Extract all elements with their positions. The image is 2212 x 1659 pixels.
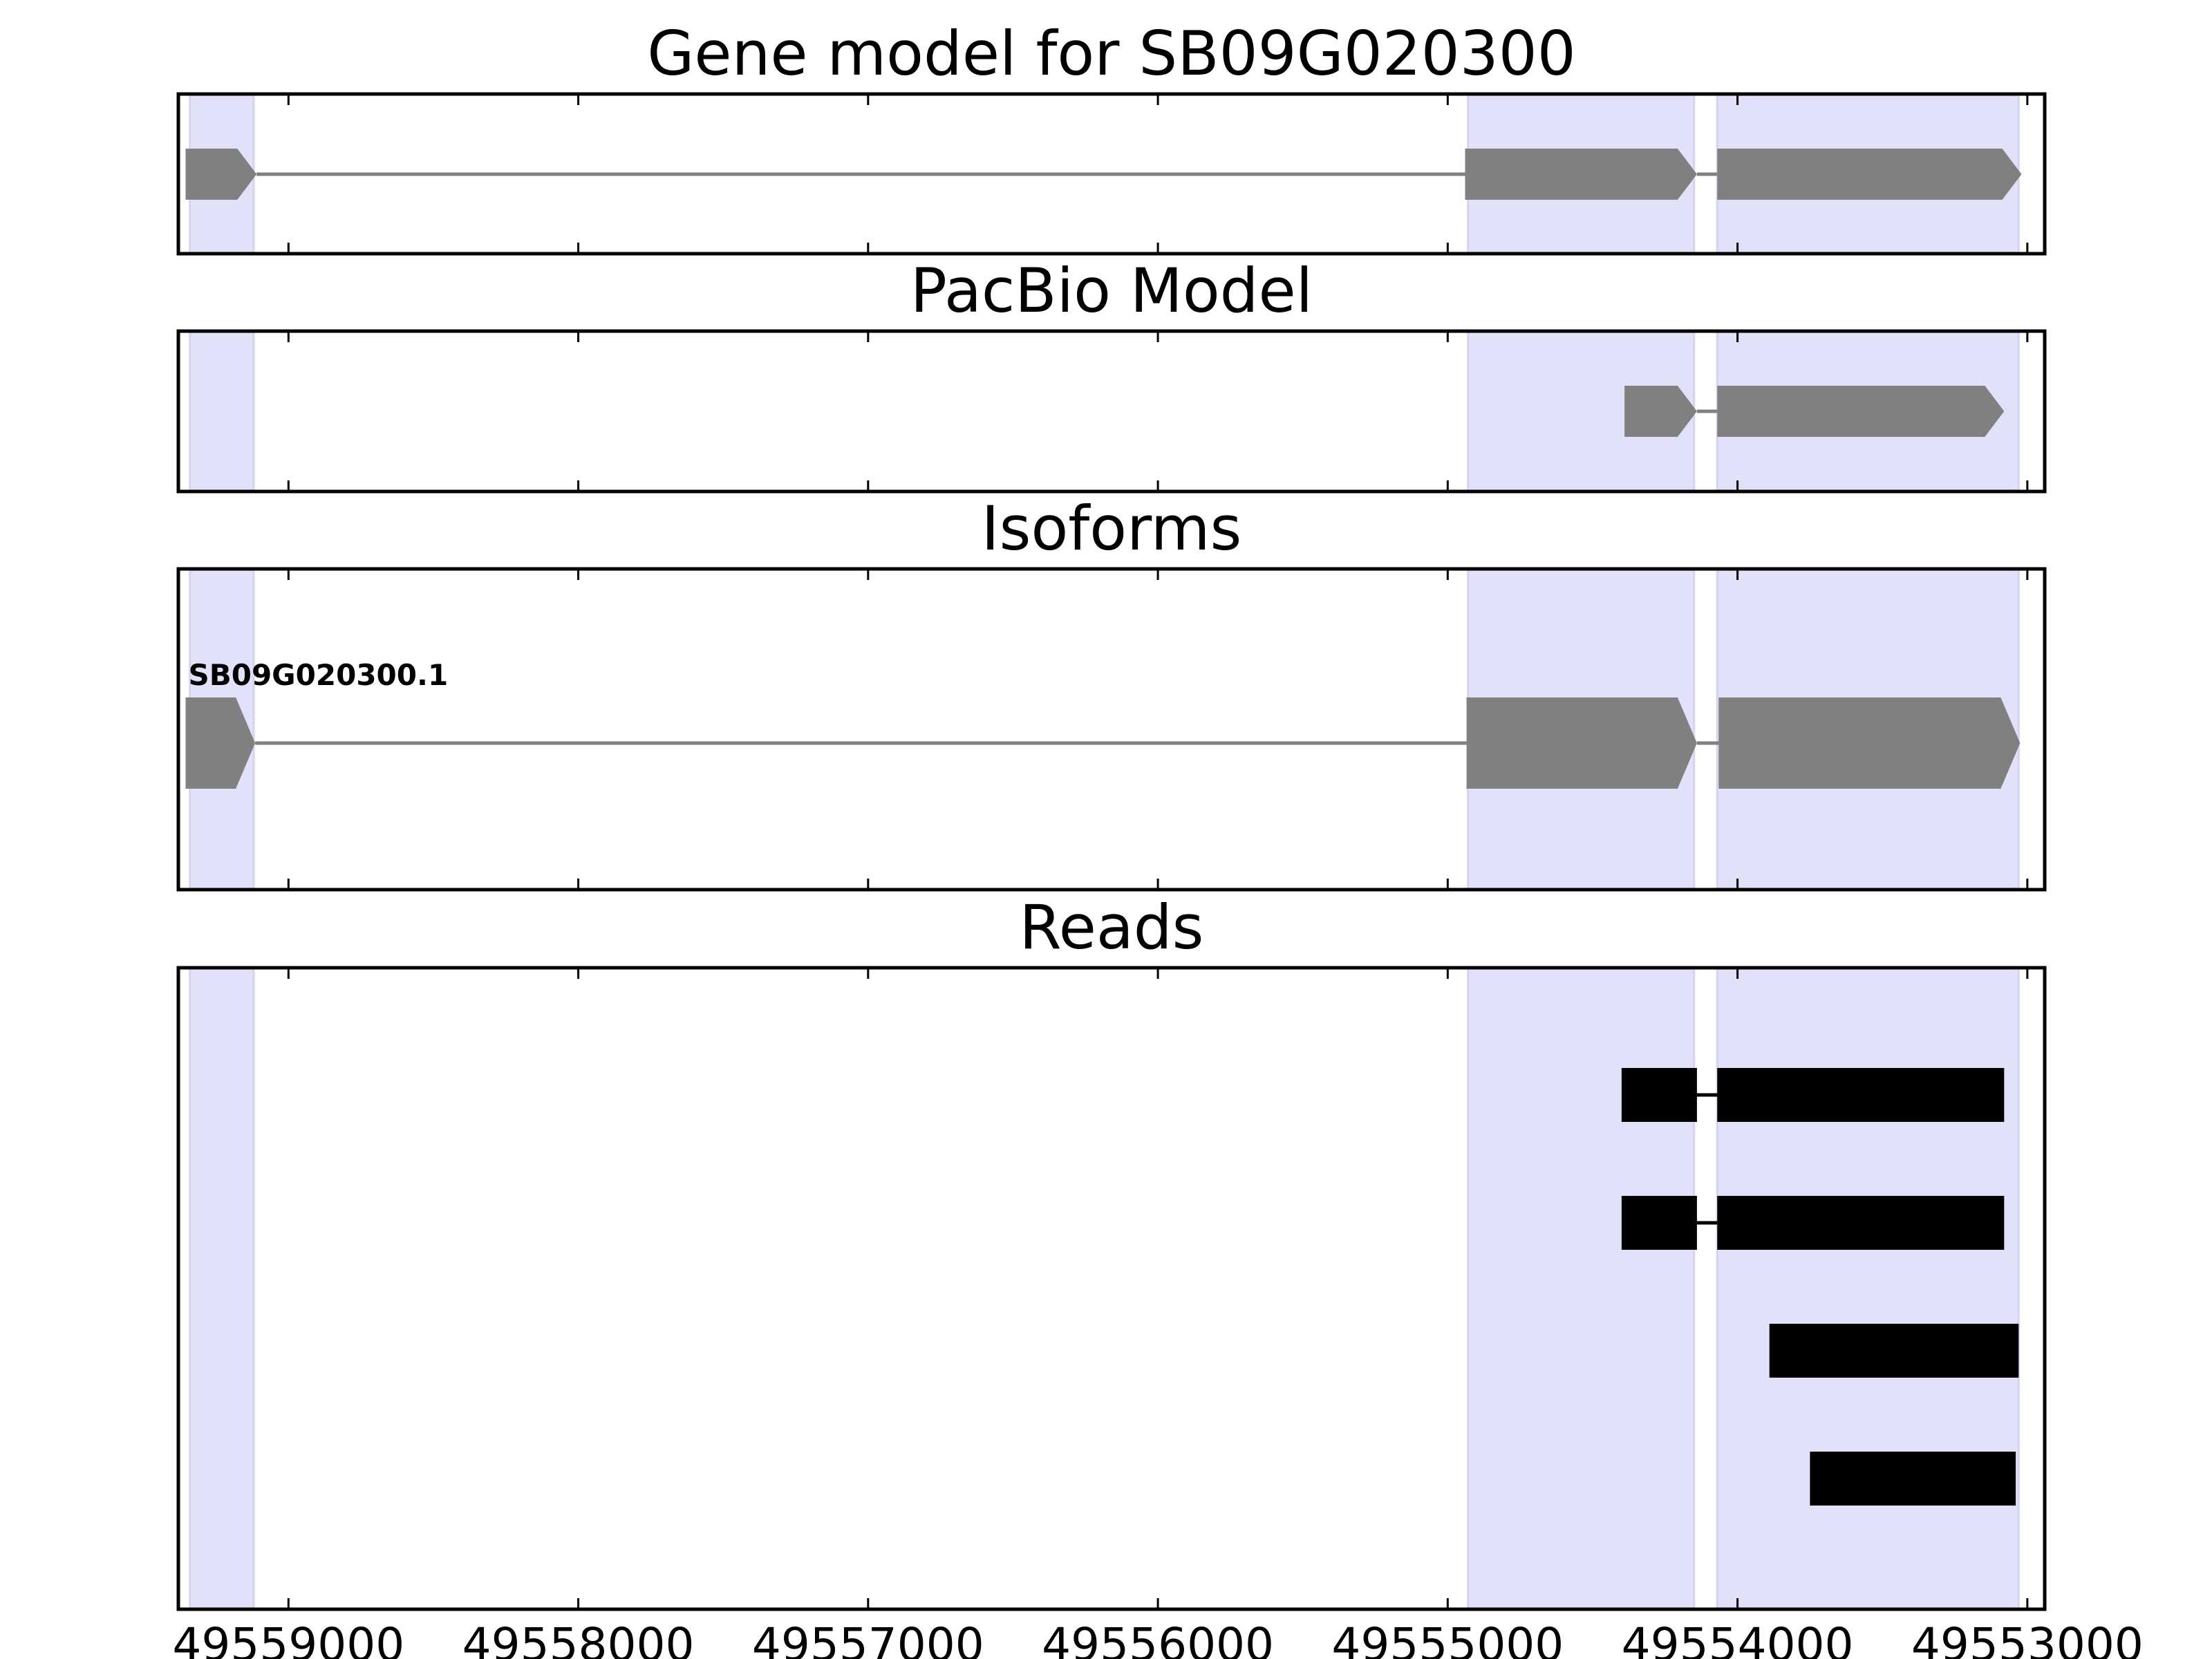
x-tick-label: 49553000 xyxy=(1911,1618,2144,1659)
exon-highlight-band xyxy=(1467,966,1696,1611)
x-tick-label: 49556000 xyxy=(1042,1618,1274,1659)
exon-arrow xyxy=(185,697,256,789)
panel-pacbio-model: PacBio Model xyxy=(176,255,2047,494)
axes-frame xyxy=(176,329,2047,494)
read-block xyxy=(1717,1068,2005,1122)
axes-frame xyxy=(176,92,2047,256)
read-block xyxy=(1769,1324,2019,1378)
axes-frame xyxy=(176,966,2047,1611)
axes-frame xyxy=(176,567,2047,892)
x-tick-label: 49555000 xyxy=(1331,1618,1564,1659)
x-tick-label: 49559000 xyxy=(172,1618,404,1659)
panel-gene-model: Gene model for SB09G020300 xyxy=(176,18,2047,256)
x-tick-label: 49557000 xyxy=(752,1618,984,1659)
exon-highlight-band xyxy=(189,330,255,493)
exon-arrow xyxy=(1624,386,1697,437)
read-block xyxy=(1810,1452,2016,1506)
exon-arrow xyxy=(1717,386,2005,437)
read-block xyxy=(1621,1196,1697,1250)
isoform-label: SB09G020300.1 xyxy=(188,658,448,692)
panels-layer: Gene model for SB09G020300 PacBio Model Is… xyxy=(172,18,2143,1659)
panel-isoforms: Isoforms SB09G020300.1 xyxy=(176,493,2047,892)
panel-title: Isoforms xyxy=(982,493,1242,564)
exon-highlight-band xyxy=(1716,966,2020,1611)
x-tick-label: 49558000 xyxy=(462,1618,695,1659)
exon-arrow xyxy=(1718,697,2021,789)
exon-arrow xyxy=(1717,149,2022,200)
read-block xyxy=(1621,1068,1697,1122)
read-block xyxy=(1717,1196,2005,1250)
x-tick-label: 49554000 xyxy=(1622,1618,1854,1659)
exon-arrow xyxy=(1466,697,1697,789)
panel-title: PacBio Model xyxy=(910,255,1313,326)
panel-reads: Reads 49559000 49558000 49557000 49556000 495… xyxy=(172,892,2143,1659)
exon-highlight-band xyxy=(189,966,255,1611)
exon-arrow xyxy=(1465,149,1697,200)
panel-title: Reads xyxy=(1020,892,1204,963)
exon-arrow xyxy=(185,149,257,200)
panel-title: Gene model for SB09G020300 xyxy=(647,18,1576,89)
